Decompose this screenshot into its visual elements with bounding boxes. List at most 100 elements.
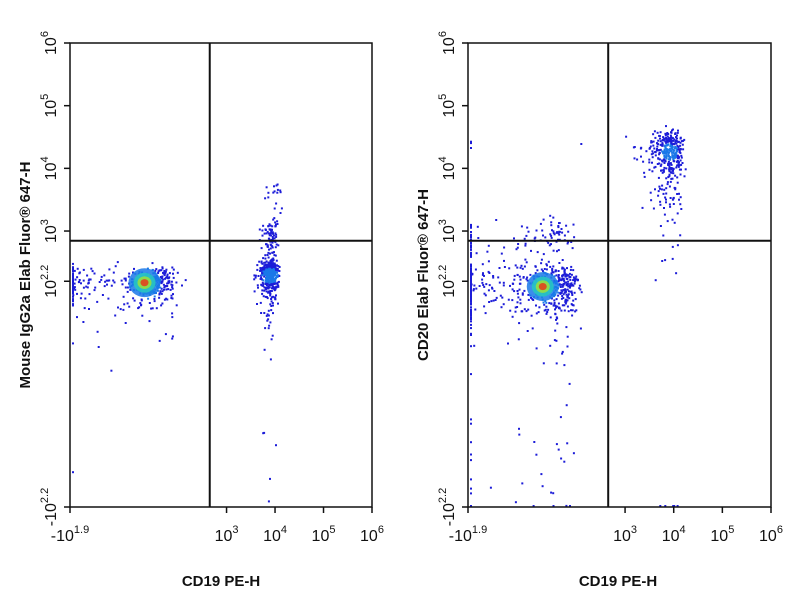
event-dot xyxy=(667,162,670,165)
event-dot xyxy=(560,278,563,281)
event-dot xyxy=(678,192,680,195)
event-dot xyxy=(276,274,279,277)
event-dot xyxy=(541,229,544,232)
event-dot xyxy=(513,274,516,277)
y-tick-label: 102.2 xyxy=(39,265,60,298)
event-dot xyxy=(669,156,672,159)
event-dot xyxy=(267,275,270,278)
y-tick-label: 106 xyxy=(39,31,60,55)
event-dot xyxy=(570,284,573,287)
event-dot xyxy=(273,271,276,274)
event-dot xyxy=(161,266,164,269)
event-dot xyxy=(674,141,677,144)
event-dot xyxy=(518,275,521,278)
x-axis-label: CD19 PE-H xyxy=(579,573,657,590)
event-dot xyxy=(103,285,106,288)
event-dot xyxy=(545,305,548,308)
event-dot xyxy=(673,138,676,141)
event-dot xyxy=(160,292,163,295)
event-dot xyxy=(654,136,657,139)
event-dot xyxy=(82,286,85,289)
event-dot xyxy=(651,156,654,159)
event-dot xyxy=(272,304,274,307)
event-dot xyxy=(523,308,526,311)
event-dot xyxy=(671,129,673,132)
event-dot xyxy=(521,482,524,485)
event-dot xyxy=(72,292,74,294)
event-dot xyxy=(668,168,671,171)
event-dot xyxy=(671,198,674,201)
event-dot xyxy=(172,293,174,296)
event-dot xyxy=(263,312,266,314)
event-dot xyxy=(471,273,474,276)
event-dot xyxy=(159,286,162,289)
event-dot xyxy=(664,196,667,199)
event-dot xyxy=(170,297,173,299)
event-dot xyxy=(171,316,174,319)
event-dot xyxy=(648,158,651,161)
event-dot xyxy=(659,225,662,227)
event-dot xyxy=(123,303,126,306)
event-dot xyxy=(275,444,277,447)
event-dot xyxy=(502,281,505,284)
dot-plot-cd20: -101.9 103 104 105 106 -102.2 102.2 103 104 105 1… xyxy=(415,31,783,590)
event-dot xyxy=(72,289,74,292)
event-dot xyxy=(563,364,566,367)
event-dot xyxy=(675,166,678,169)
event-dot xyxy=(275,235,278,238)
event-dot xyxy=(670,139,673,142)
event-dot xyxy=(563,234,566,237)
event-dot xyxy=(571,309,574,312)
event-dot xyxy=(269,228,271,231)
event-dot xyxy=(680,163,683,166)
event-dot xyxy=(264,281,267,284)
event-dot xyxy=(563,309,566,312)
event-dot xyxy=(652,207,655,210)
event-dot xyxy=(492,299,495,302)
y-tick-label: -102.2 xyxy=(39,488,60,526)
event-dot xyxy=(678,156,680,159)
event-dot xyxy=(642,160,645,163)
event-dot xyxy=(519,278,522,281)
event-dot xyxy=(100,275,103,278)
event-dot xyxy=(271,228,273,231)
event-dot xyxy=(573,236,576,239)
event-dot xyxy=(268,223,271,226)
event-dot xyxy=(114,265,117,268)
event-dot xyxy=(159,276,162,278)
event-dot xyxy=(275,294,277,297)
event-dot xyxy=(276,183,279,186)
event-dot xyxy=(256,284,259,287)
event-dot xyxy=(669,139,672,142)
y-axis-label: CD20 Elab Fluor® 647-H xyxy=(415,189,432,361)
event-dot xyxy=(161,302,164,305)
event-dot xyxy=(262,295,265,298)
event-dot xyxy=(679,234,682,237)
event-dot xyxy=(274,265,277,267)
event-dot xyxy=(555,298,558,301)
event-dot xyxy=(76,316,78,319)
event-dot xyxy=(555,306,558,309)
event-dot xyxy=(101,294,104,296)
event-dot xyxy=(666,149,669,151)
event-dot xyxy=(678,161,680,164)
event-dot xyxy=(571,294,574,296)
event-dot xyxy=(559,292,562,295)
event-dot xyxy=(470,284,472,287)
event-dot xyxy=(516,292,519,295)
event-dot xyxy=(656,145,659,148)
event-dot xyxy=(514,264,517,267)
event-dot xyxy=(669,167,672,169)
event-dot xyxy=(574,279,577,282)
event-dot xyxy=(475,287,478,290)
event-dot xyxy=(473,284,476,287)
event-dot xyxy=(662,192,665,195)
event-dot xyxy=(661,159,664,162)
event-dot xyxy=(554,304,557,307)
event-dot xyxy=(272,191,275,194)
y-tick-label: 105 xyxy=(39,94,60,118)
event-dot xyxy=(563,460,566,463)
y-axis-ticks: -102.2 102.2 103 104 105 106 xyxy=(39,31,70,526)
density-core xyxy=(538,282,547,291)
event-dot xyxy=(280,207,283,210)
